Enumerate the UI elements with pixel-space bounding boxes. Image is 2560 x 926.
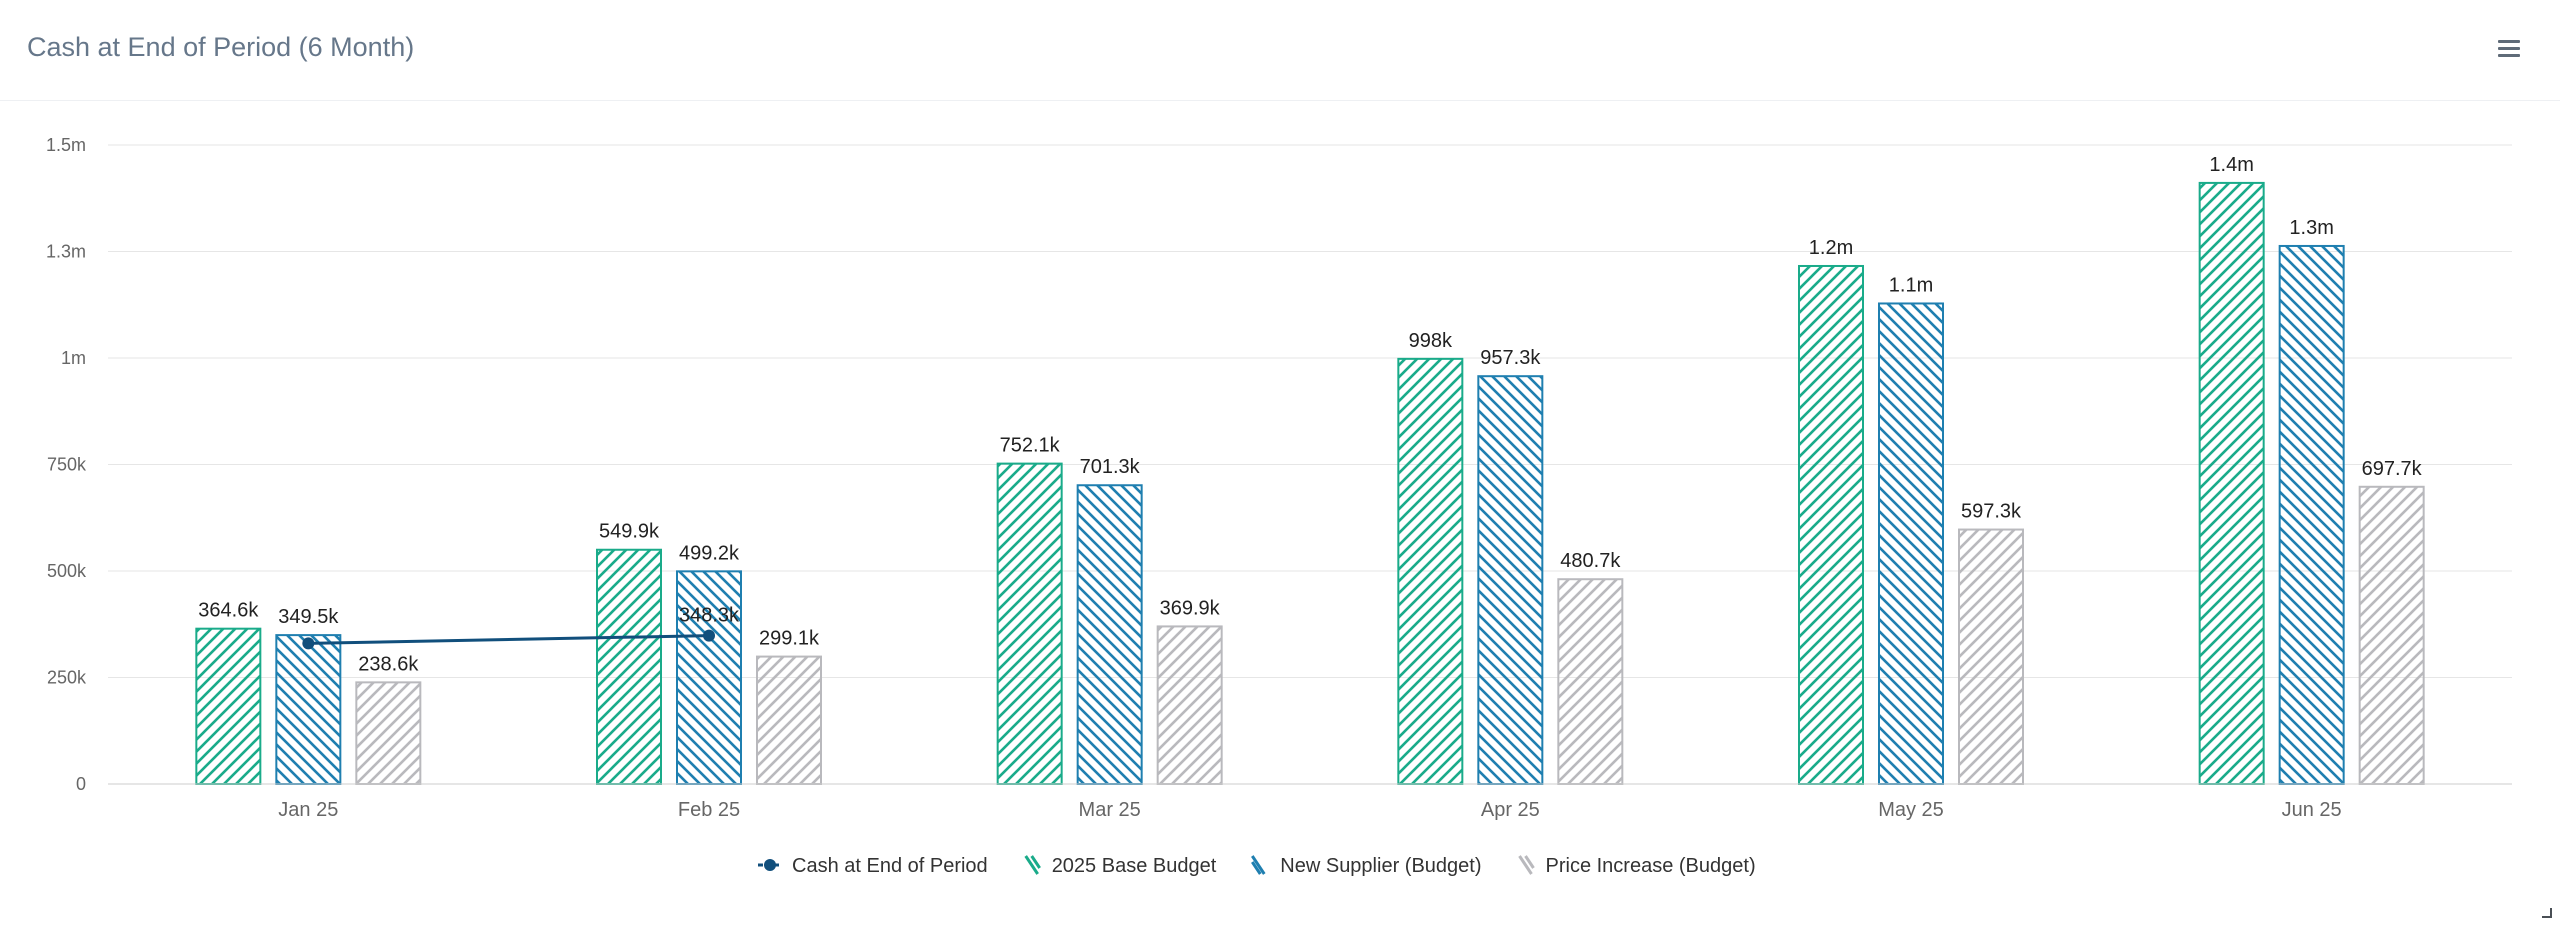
x-tick-label: Jun 25: [2282, 799, 2342, 821]
cash-line-path: [308, 634, 710, 645]
data-labels: 364.6k 349.5k 238.6k 549.9k 499.2k 299.1k 752.…: [198, 154, 2422, 675]
y-tick-label: 500k: [47, 561, 87, 581]
legend-hatch-icon: [1024, 855, 1041, 875]
bars: [195, 181, 2425, 786]
bar-new-supplier-budget: [1878, 302, 1944, 785]
x-tick-label: May 25: [1878, 799, 1944, 821]
legend-label: Cash at End of Period: [792, 855, 988, 877]
bar-price-increase-budget: [756, 655, 822, 785]
bar-data-label: 549.9k: [599, 521, 660, 543]
bar-2025-base-budget: [1397, 357, 1464, 785]
bar-data-label: 597.3k: [1961, 501, 2022, 523]
chart-title: Cash at End of Period (6 Month): [27, 32, 415, 62]
x-tick-label: Feb 25: [678, 799, 740, 821]
bar-data-label: 701.3k: [1080, 456, 1141, 478]
bar-data-label: 957.3k: [1480, 347, 1541, 369]
bar-data-label: 480.7k: [1560, 550, 1621, 572]
legend-hatch-icon: [1518, 855, 1535, 875]
bar-data-label: 1.3m: [2289, 217, 2333, 239]
bar-new-supplier-budget: [1477, 375, 1544, 785]
y-tick-label: 1.3m: [46, 242, 86, 262]
bar-data-label: 369.9k: [1160, 597, 1221, 619]
bar-data-label: 697.7k: [2362, 458, 2423, 480]
bar-new-supplier-budget: [1076, 484, 1143, 785]
bar-data-label: 1.1m: [1889, 274, 1933, 296]
x-tick-label: Jan 25: [278, 799, 338, 821]
bar-data-label: 1.4m: [2209, 154, 2253, 176]
bar-new-supplier-budget: [2278, 244, 2345, 786]
y-tick-label: 1m: [61, 348, 86, 368]
hamburger-menu-icon[interactable]: [2492, 34, 2528, 64]
legend-hatch-icon: [1251, 855, 1266, 875]
x-tick-label: Mar 25: [1079, 799, 1141, 821]
y-tick-label: 250k: [47, 668, 87, 688]
y-tick-label: 750k: [47, 455, 87, 475]
bar-data-label: 752.1k: [1000, 435, 1061, 457]
bar-data-label: 364.6k: [198, 600, 259, 622]
bar-data-label: 238.6k: [358, 653, 419, 675]
bar-new-supplier-budget: [676, 570, 742, 786]
bar-2025-base-budget: [996, 462, 1063, 785]
bar-data-label: 998k: [1409, 330, 1453, 352]
cash-line: [302, 629, 715, 650]
legend-label: 2025 Base Budget: [1052, 855, 1217, 877]
bar-new-supplier-budget: [275, 634, 342, 785]
bar-price-increase-budget: [1958, 528, 2024, 785]
bar-data-label: 499.2k: [679, 542, 740, 564]
cash-line-point: [703, 629, 715, 642]
legend: Cash at End of Period 2025 Base Budget New…: [758, 855, 1756, 877]
x-tick-label: Apr 25: [1481, 799, 1540, 821]
y-tick-label: 1.5m: [46, 135, 86, 155]
bar-data-label: 299.1k: [759, 628, 820, 650]
bar-2025-base-budget: [1798, 264, 1864, 785]
bar-price-increase-budget: [1156, 625, 1223, 785]
y-tick-label: 0: [76, 774, 86, 794]
bar-2025-base-budget: [2198, 181, 2265, 785]
y-axis-ticks: 0 250k 500k 750k 1m 1.3m 1.5m: [46, 135, 87, 794]
line-data-label: 348.3k: [679, 605, 740, 627]
bar-price-increase-budget: [1557, 578, 1624, 785]
legend-item[interactable]: Cash at End of Period: [758, 855, 988, 877]
legend-item[interactable]: Price Increase (Budget): [1518, 855, 1756, 877]
bar-data-label: 349.5k: [278, 606, 339, 628]
cash-line-point: [302, 637, 315, 650]
legend-label: New Supplier (Budget): [1280, 855, 1481, 877]
bar-2025-base-budget: [195, 627, 262, 786]
resize-handle-icon[interactable]: [2540, 906, 2554, 920]
bar-price-increase-budget: [355, 681, 422, 785]
widget-header: Cash at End of Period (6 Month): [0, 0, 2560, 101]
bar-price-increase-budget: [2358, 485, 2425, 785]
legend-item[interactable]: 2025 Base Budget: [1024, 855, 1217, 877]
legend-item[interactable]: New Supplier (Budget): [1251, 855, 1482, 877]
bar-data-label: 1.2m: [1809, 237, 1853, 259]
legend-marker-icon: [764, 859, 776, 871]
bar-2025-base-budget: [596, 548, 662, 786]
x-axis-ticks: Jan 25 Feb 25 Mar 25 Apr 25 May 25 Jun 25: [108, 783, 2512, 821]
grid-lines: [108, 144, 2512, 785]
legend-label: Price Increase (Budget): [1546, 855, 1756, 877]
